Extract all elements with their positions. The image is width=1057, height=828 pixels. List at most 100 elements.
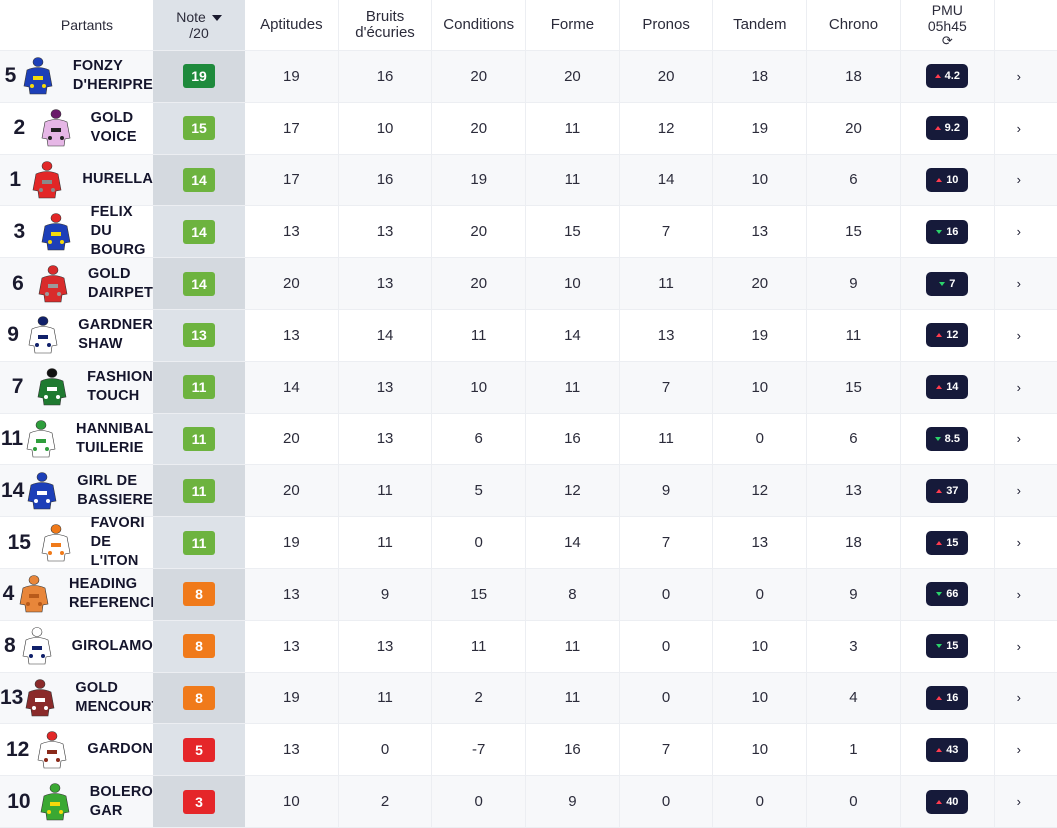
pmu-odds-badge[interactable]: 37: [926, 478, 969, 503]
chevron-right-icon[interactable]: ›: [1016, 224, 1021, 240]
aptitudes-value: 19: [245, 672, 339, 724]
note-cell: 8: [153, 621, 245, 672]
header-tandem[interactable]: Tandem: [713, 0, 808, 50]
pmu-odds-badge[interactable]: 12: [926, 323, 969, 348]
chevron-right-icon[interactable]: ›: [1016, 172, 1021, 188]
horse-name[interactable]: HURELLA: [82, 171, 153, 188]
partant-cell[interactable]: 13 GOLD MENCOURT: [0, 678, 161, 718]
table-row[interactable]: 7 FASHION TOUCH 11 14 13 10 11 7 10 15 1…: [0, 361, 1057, 414]
horse-name[interactable]: HANNIBAL TUILERIE: [75, 420, 153, 456]
chevron-right-icon[interactable]: ›: [1016, 431, 1021, 447]
refresh-icon[interactable]: ⟳: [941, 33, 953, 48]
table-row[interactable]: 9 GARDNER SHAW 13 13 14 11 14 13 19 11 1…: [0, 309, 1057, 362]
horse-name[interactable]: GARDNER SHAW: [78, 317, 153, 353]
table-row[interactable]: 5 FONZY D'HERIPRE 19 19 16 20 20 20 18 1…: [0, 51, 1057, 103]
partant-cell[interactable]: 9 GARDNER SHAW: [0, 315, 153, 355]
partant-cell[interactable]: 11 HANNIBAL TUILERIE: [0, 419, 153, 459]
pmu-odds-badge[interactable]: 15: [926, 634, 969, 659]
horse-name[interactable]: HEADING REFERENCE: [69, 576, 161, 612]
chevron-right-icon[interactable]: ›: [1016, 120, 1021, 136]
chevron-right-icon[interactable]: ›: [1016, 742, 1021, 758]
pmu-odds-badge[interactable]: 7: [926, 271, 969, 296]
chevron-right-icon[interactable]: ›: [1016, 690, 1021, 706]
header-forme[interactable]: Forme: [526, 0, 620, 50]
table-row[interactable]: 11 HANNIBAL TUILERIE 11 20 13 6 16 11 0 …: [0, 413, 1057, 466]
table-row[interactable]: 13 GOLD MENCOURT 8 19 11 2 11 0 10 4 16 …: [0, 672, 1057, 725]
chevron-right-icon[interactable]: ›: [1016, 483, 1021, 499]
partant-cell[interactable]: 4 HEADING REFERENCE: [0, 574, 161, 614]
table-row[interactable]: 6 GOLD DAIRPET 14 20 13 20 10 11 20 9 7 …: [0, 258, 1057, 310]
table-row[interactable]: 10 BOLERO GAR 3 10 2 0 9 0 0 0 40 ›: [0, 776, 1057, 828]
chevron-right-icon[interactable]: ›: [1016, 586, 1021, 602]
pmu-odds-badge[interactable]: 40: [926, 789, 969, 814]
forme-value: 12: [526, 465, 620, 517]
partant-cell[interactable]: 6 GOLD DAIRPET: [0, 264, 153, 304]
table-row[interactable]: 12 GARDON 5 13 0 -7 16 7 10 1 43 ›: [0, 724, 1057, 777]
partant-cell[interactable]: 10 BOLERO GAR: [0, 782, 153, 822]
pmu-odds-badge[interactable]: 16: [926, 219, 969, 244]
header-pmu[interactable]: PMU 05h45 ⟳: [901, 0, 995, 50]
chevron-right-icon[interactable]: ›: [1016, 794, 1021, 810]
partant-cell[interactable]: 12 GARDON: [0, 730, 153, 770]
chevron-right-icon[interactable]: ›: [1016, 276, 1021, 292]
horse-name[interactable]: GOLD DAIRPET: [87, 265, 153, 301]
forme-value: 11: [526, 672, 620, 724]
header-conditions[interactable]: Conditions: [432, 0, 527, 50]
pmu-odds-badge[interactable]: 15: [926, 530, 969, 555]
partant-cell[interactable]: 7 FASHION TOUCH: [0, 367, 153, 407]
header-pronos[interactable]: Pronos: [620, 0, 714, 50]
table-row[interactable]: 3 FELIX DU BOURG 14 13 13 20 15 7 13 15 …: [0, 203, 1057, 260]
conditions-value: 15: [432, 568, 527, 620]
table-row[interactable]: 14 GIRL DE BASSIERE 11 20 11 5 12 9 12 1…: [0, 465, 1057, 518]
partant-cell[interactable]: 1 HURELLA: [0, 160, 153, 200]
horse-name[interactable]: FONZY D'HERIPRE: [72, 58, 154, 94]
pmu-odds-badge[interactable]: 66: [926, 582, 969, 607]
header-bruits[interactable]: Bruits d'écuries: [339, 0, 433, 50]
pmu-odds-badge[interactable]: 16: [926, 685, 969, 710]
pmu-odds-badge[interactable]: 10: [926, 167, 969, 192]
horse-name[interactable]: FASHION TOUCH: [87, 369, 153, 405]
partant-cell[interactable]: 3 FELIX DU BOURG: [0, 203, 153, 260]
table-row[interactable]: 1 HURELLA 14 17 16 19 11 14 10 6 10 ›: [0, 154, 1057, 207]
pmu-odds-badge[interactable]: 14: [926, 375, 969, 400]
sort-down-icon[interactable]: [211, 15, 222, 22]
jockey-silk-icon: [38, 782, 72, 822]
horse-name[interactable]: FELIX DU BOURG: [90, 204, 146, 259]
partant-cell[interactable]: 5 FONZY D'HERIPRE: [0, 56, 153, 96]
horse-name[interactable]: GOLD MENCOURT: [75, 679, 161, 715]
pmu-odds-badge[interactable]: 9.2: [926, 116, 969, 141]
horse-name[interactable]: BOLERO GAR: [89, 783, 153, 819]
chevron-right-icon[interactable]: ›: [1016, 638, 1021, 654]
pmu-odds-badge[interactable]: 4.2: [926, 64, 969, 89]
horse-name[interactable]: FAVORI DE L'ITON: [90, 515, 145, 570]
chevron-right-icon[interactable]: ›: [1016, 327, 1021, 343]
tandem-value: 0: [713, 568, 808, 620]
forme-value: 20: [526, 51, 620, 102]
chevron-right-icon[interactable]: ›: [1016, 379, 1021, 395]
partant-cell[interactable]: 14 GIRL DE BASSIERE: [0, 471, 153, 511]
chrono-value: 3: [807, 620, 901, 672]
partant-cell[interactable]: 15 FAVORI DE L'ITON: [0, 514, 153, 571]
horse-name[interactable]: GIROLAMO: [71, 637, 153, 654]
horse-name[interactable]: GOLD VOICE: [90, 110, 137, 146]
pmu-odds-badge[interactable]: 8.5: [926, 426, 969, 451]
pmu-odds-badge[interactable]: 43: [926, 737, 969, 762]
horse-name[interactable]: GARDON: [87, 741, 153, 758]
table-row[interactable]: 4 HEADING REFERENCE 8 13 9 15 8 0 0 9 66…: [0, 568, 1057, 621]
chevron-right-icon[interactable]: ›: [1016, 68, 1021, 84]
aptitudes-value: 20: [245, 465, 339, 517]
table-row[interactable]: 15 FAVORI DE L'ITON 11 19 11 0 14 7 13 1…: [0, 514, 1057, 571]
header-partants[interactable]: Partants: [60, 17, 114, 33]
header-chrono[interactable]: Chrono: [807, 0, 901, 50]
partant-cell[interactable]: 2 GOLD VOICE: [0, 108, 153, 148]
pmu-odds-value: 37: [946, 484, 959, 497]
table-row[interactable]: 2 GOLD VOICE 15 17 10 20 11 12 19 20 9.2…: [0, 102, 1057, 155]
header-note[interactable]: Note /20: [153, 9, 245, 41]
horse-name[interactable]: GIRL DE BASSIERE: [77, 472, 154, 508]
header-aptitudes[interactable]: Aptitudes: [245, 0, 339, 50]
chevron-right-icon[interactable]: ›: [1016, 535, 1021, 551]
conditions-value: 2: [432, 672, 527, 724]
partant-cell[interactable]: 8 GIROLAMO: [0, 626, 153, 666]
aptitudes-value: 17: [245, 154, 339, 206]
table-row[interactable]: 8 GIROLAMO 8 13 13 11 11 0 10 3 15 ›: [0, 620, 1057, 673]
